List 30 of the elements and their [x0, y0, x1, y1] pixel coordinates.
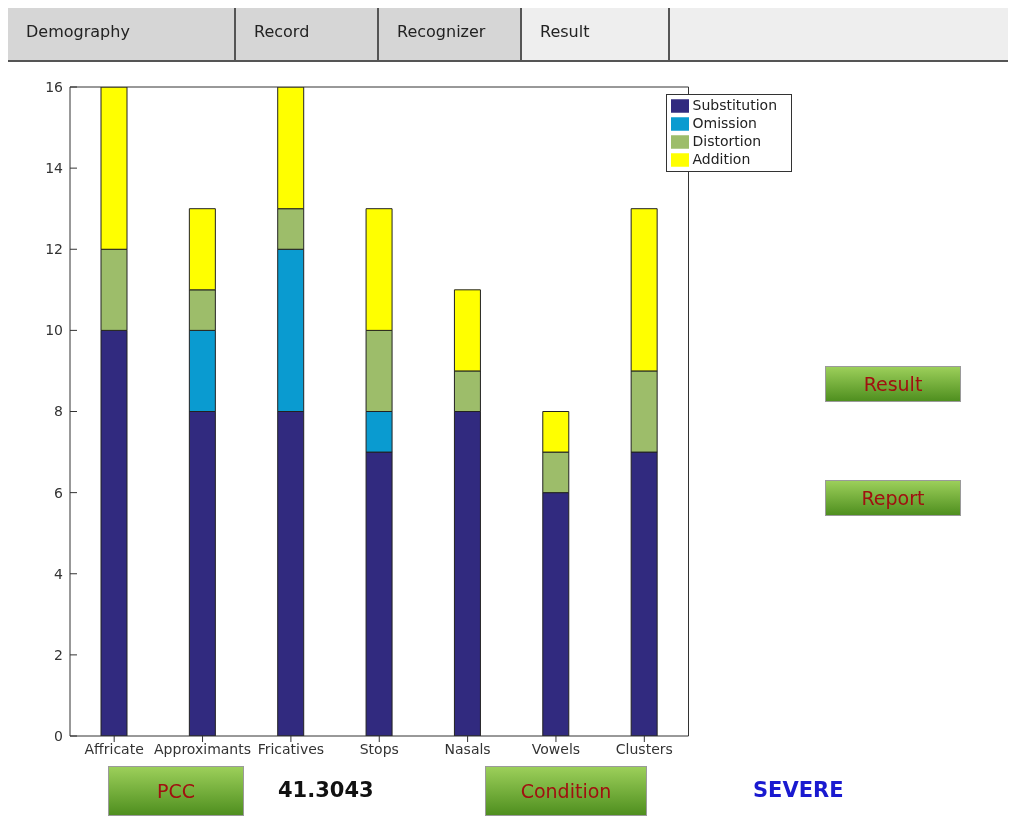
button: Condition [485, 766, 647, 816]
x-tick-label: Clusters [615, 740, 673, 757]
legend-label: Distortion [692, 133, 762, 149]
legend-label: Substitution [692, 97, 777, 113]
text: 41.3043 [278, 778, 374, 802]
text: SEVERE [753, 778, 844, 802]
y-tick-label: 0 [54, 727, 63, 744]
x-tick-label: Approximants [154, 740, 252, 757]
text: Demography [8, 8, 236, 60]
y-tick-label: 14 [45, 160, 64, 177]
legend-label: Addition [692, 151, 751, 167]
y-tick-label: 8 [54, 403, 63, 420]
x-tick-label: Vowels [531, 740, 581, 757]
text: Record [236, 8, 379, 60]
y-tick-label: 4 [54, 565, 64, 582]
x-tick-label: Stops [359, 740, 399, 757]
x-tick-label: Fricatives [257, 740, 325, 757]
y-tick-label: 10 [45, 322, 63, 339]
button: Report [825, 480, 961, 516]
x-tick-label: Affricate [84, 740, 144, 757]
text: Result [522, 8, 670, 60]
y-tick-label: 12 [45, 241, 63, 258]
y-tick-label: 16 [45, 78, 64, 95]
button: PCC [108, 766, 244, 816]
y-tick-label: 2 [54, 646, 63, 663]
legend-label: Omission [692, 115, 757, 131]
y-tick-label: 6 [54, 484, 64, 501]
button: Result [825, 366, 961, 402]
text: Recognizer [379, 8, 522, 60]
x-tick-label: Nasals [444, 740, 491, 757]
